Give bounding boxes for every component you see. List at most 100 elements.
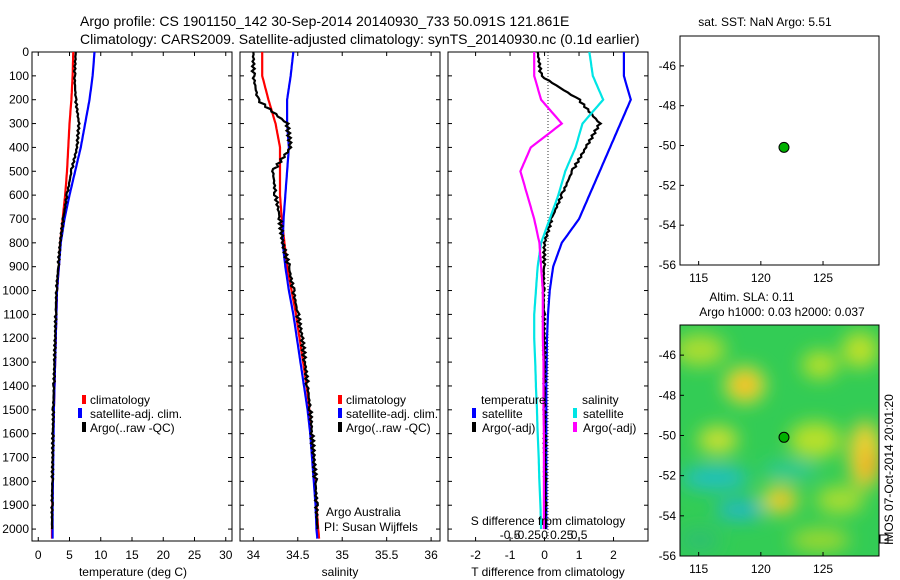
depth-tick-label: 1100 bbox=[3, 307, 29, 321]
temperature-x-label: temperature (deg C) bbox=[79, 565, 187, 579]
temperature-x-axis: 0 5 10 15 20 25 30 bbox=[35, 52, 233, 562]
depth-tick-label: 100 bbox=[9, 69, 29, 83]
legend-title-temperature: temperature bbox=[481, 393, 546, 407]
map-x-tick-label: 120 bbox=[751, 271, 771, 285]
depth-tick-label: 900 bbox=[9, 260, 29, 274]
figure-title-line2: Climatology: CARS2009. Satellite-adjuste… bbox=[80, 31, 640, 47]
x-tick-label: -0.25 bbox=[514, 528, 542, 542]
temperature-plot-frame bbox=[31, 51, 233, 542]
legend-swatch-satellite bbox=[338, 408, 342, 418]
map-y-tick-label: -54 bbox=[659, 218, 677, 232]
sla-heatmap bbox=[680, 325, 879, 556]
sst-map-title: sat. SST: NaN Argo: 5.51 bbox=[698, 15, 832, 29]
depth-tick-label: 1500 bbox=[2, 403, 29, 417]
depth-tick-label: 1900 bbox=[2, 498, 29, 512]
depth-tick-label: 1300 bbox=[2, 355, 29, 369]
imos-timestamp-label: IMOS 07-Oct-2014 20:01:20 bbox=[882, 394, 896, 545]
salinity-x-axis: 34 34.5 35 35.5 36 bbox=[247, 52, 438, 562]
x-tick-label: 20 bbox=[157, 548, 171, 562]
x-tick-label: 2 bbox=[610, 548, 617, 562]
legend-label-argo: Argo(..raw -QC) bbox=[90, 421, 175, 435]
s-difference-label: S difference from climatology bbox=[471, 514, 626, 528]
temperature-legend: climatology satellite-adj. clim. Argo(..… bbox=[78, 393, 182, 435]
sla-map-frame bbox=[679, 324, 880, 557]
x-tick-label: 1 bbox=[576, 548, 583, 562]
legend-swatch-t-satellite bbox=[472, 408, 476, 418]
depth-tick-label: 300 bbox=[9, 117, 29, 131]
x-tick-label: 0.5 bbox=[571, 528, 588, 542]
legend-label-t-argo: Argo(-adj) bbox=[482, 421, 535, 435]
legend-swatch-climatology bbox=[338, 395, 342, 404]
depth-tick-label: 1800 bbox=[2, 474, 29, 488]
sla-map-title-line1: Altim. SLA: 0.11 bbox=[709, 290, 794, 304]
sst-map-panel: sat. SST: NaN Argo: 5.51 115 120 125 -46 -48… bbox=[659, 15, 880, 285]
depth-tick-label: 200 bbox=[9, 93, 29, 107]
map-y-tick-label: -50 bbox=[659, 139, 677, 153]
x-tick-label: 30 bbox=[219, 548, 233, 562]
map-x-tick-label: 115 bbox=[689, 562, 708, 576]
map-y-tick-label: -52 bbox=[659, 178, 677, 192]
legend-swatch-s-satellite bbox=[573, 408, 577, 418]
x-tick-label: 0 bbox=[541, 548, 548, 562]
series-line-0 bbox=[545, 52, 632, 530]
salinity-legend: climatology satellite-adj. clim. Argo(..… bbox=[338, 393, 438, 435]
map-x-tick-label: 125 bbox=[813, 271, 833, 285]
map-y-tick-label: -48 bbox=[659, 99, 677, 113]
argo-australia-note: Argo Australia bbox=[326, 505, 401, 519]
legend-swatch-satellite bbox=[78, 408, 82, 418]
sla-map-title-line2: Argo h1000: 0.03 h2000: 0.037 bbox=[699, 305, 865, 319]
series-line-1 bbox=[51, 51, 96, 539]
temperature-panel: 0100200300400500600700800900100011001200… bbox=[2, 45, 648, 579]
series-line-2 bbox=[250, 51, 320, 530]
float-position-marker bbox=[778, 141, 790, 153]
map-y-tick-label: -56 bbox=[659, 549, 677, 563]
x-tick-label: -0.5 bbox=[500, 528, 521, 542]
map-y-tick-label: -46 bbox=[659, 348, 677, 362]
temperature-profile-lines bbox=[50, 51, 96, 539]
series-line-0 bbox=[50, 51, 75, 539]
series-line-1 bbox=[536, 51, 603, 530]
depth-tick-label: 600 bbox=[9, 188, 29, 202]
x-tick-label: 0 bbox=[35, 548, 42, 562]
legend-swatch-t-argo bbox=[472, 422, 476, 432]
series-line-2 bbox=[50, 51, 81, 530]
sst-map-float-marker bbox=[778, 141, 790, 153]
legend-label-climatology: climatology bbox=[90, 393, 150, 407]
salinity-x-label: salinity bbox=[322, 565, 359, 579]
depth-axis: 0 100 200 300 400 500 600 700 800 900 1000 1100 1200… bbox=[2, 45, 648, 536]
legend-label-satellite: satellite-adj. clim. bbox=[90, 407, 182, 421]
sst-map-axes: 115 120 125 -46 -48 -50 -52 -54 -56 bbox=[659, 59, 834, 285]
map-y-tick-label: -48 bbox=[659, 388, 677, 402]
sla-map-panel: Altim. SLA: 0.11 Argo h1000: 0.03 h2000:… bbox=[659, 290, 896, 576]
legend-label-argo: Argo(..raw -QC) bbox=[346, 421, 431, 435]
depth-tick-label: 1600 bbox=[2, 427, 29, 441]
difference-legend: temperature salinity satellite Argo(-adj… bbox=[472, 393, 636, 435]
map-y-tick-label: -52 bbox=[659, 469, 677, 483]
legend-label-climatology: climatology bbox=[346, 393, 406, 407]
map-x-tick-label: 125 bbox=[813, 562, 833, 576]
pi-note: PI: Susan Wijffels bbox=[324, 520, 418, 534]
depth-tick-label: 500 bbox=[9, 164, 29, 178]
map-y-tick-label: -46 bbox=[659, 59, 677, 73]
legend-swatch-argo bbox=[82, 422, 86, 432]
difference-profile-lines bbox=[519, 51, 632, 530]
map-y-tick-label: -54 bbox=[659, 509, 677, 523]
x-tick-label: 0.25 bbox=[550, 528, 574, 542]
map-x-tick-label: 115 bbox=[689, 271, 708, 285]
depth-tick-label: 1200 bbox=[2, 331, 29, 345]
sla-map-float-marker bbox=[778, 431, 790, 443]
difference-panel: -2 -1 0 1 2 -0.5-0.25 0 0.250.5 T difference f… bbox=[447, 51, 649, 579]
float-position-marker bbox=[778, 431, 790, 443]
figure-title-line1: Argo profile: CS 1901150_142 30-Sep-2014… bbox=[80, 13, 569, 29]
x-tick-label: 36 bbox=[424, 548, 438, 562]
salinity-panel: 34 34.5 35 35.5 36 salinity climatology sate… bbox=[239, 51, 441, 579]
x-tick-label: 5 bbox=[66, 548, 73, 562]
legend-swatch-s-argo bbox=[573, 422, 577, 432]
legend-label-s-argo: Argo(-adj) bbox=[583, 421, 636, 435]
x-tick-label: 35.5 bbox=[375, 548, 399, 562]
depth-tick-label: 1400 bbox=[2, 379, 29, 393]
imos-logo-icon bbox=[879, 534, 889, 544]
legend-label-t-satellite: satellite bbox=[482, 407, 523, 421]
salinity-difference-scale: -0.5-0.25 0 0.250.5 bbox=[500, 528, 588, 542]
